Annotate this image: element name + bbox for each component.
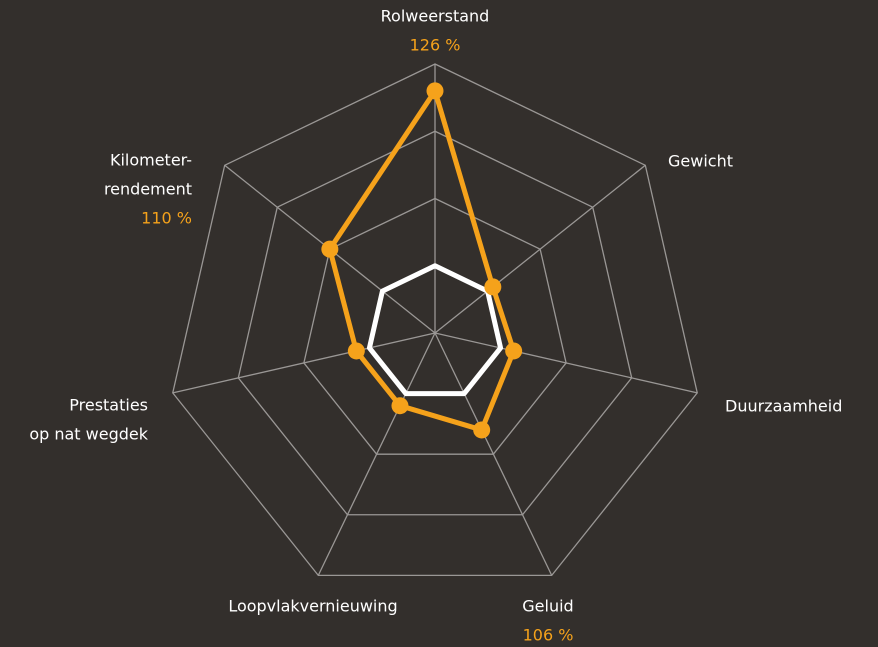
series-line xyxy=(366,263,504,397)
axis-label: rendement xyxy=(104,180,192,199)
grid-ring xyxy=(172,63,698,577)
value-label: 106 % xyxy=(523,626,574,645)
axis-spoke xyxy=(317,332,436,576)
data-point xyxy=(505,342,523,360)
axis-spoke xyxy=(434,164,646,334)
axis-label: op nat wegdek xyxy=(29,425,148,444)
grid-ring xyxy=(237,130,633,516)
axis-label: Gewicht xyxy=(668,152,733,171)
data-point xyxy=(391,397,409,415)
data-point xyxy=(347,342,365,360)
data-point xyxy=(473,421,491,439)
series-line xyxy=(327,88,517,433)
axis-label: Geluid xyxy=(522,597,573,616)
axis-spoke xyxy=(172,332,436,394)
data-point xyxy=(484,278,502,296)
grid-ring xyxy=(303,197,567,455)
data-point xyxy=(426,82,444,100)
data-point xyxy=(321,240,339,258)
axis-label: Kilometer- xyxy=(110,151,192,170)
axis-label: Rolweerstand xyxy=(381,7,490,26)
axis-label: Prestaties xyxy=(69,396,148,415)
value-label: 110 % xyxy=(141,209,192,228)
axis-label: Duurzaamheid xyxy=(725,397,842,416)
axis-spoke xyxy=(434,332,553,576)
value-label: 126 % xyxy=(410,36,461,55)
axis-spoke xyxy=(434,332,698,394)
axis-label: Loopvlakvernieuwing xyxy=(228,597,397,616)
